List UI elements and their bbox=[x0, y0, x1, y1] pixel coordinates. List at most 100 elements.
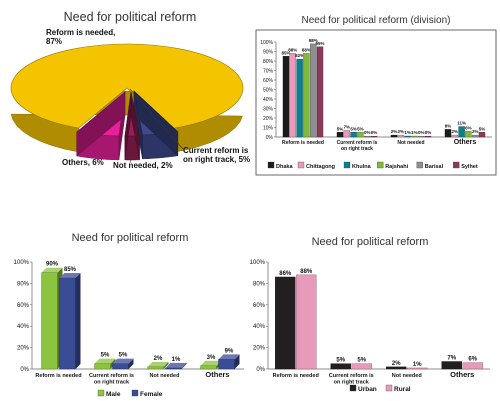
bar-value-label: 2% bbox=[472, 129, 479, 134]
bar-value-label: 85% bbox=[281, 50, 290, 55]
bar-value-label: 88% bbox=[302, 47, 311, 52]
y-tick-label: 100% bbox=[260, 40, 273, 46]
y-tick-label: 80% bbox=[17, 281, 30, 287]
bar-male-2 bbox=[147, 366, 164, 370]
bar-sylhet-3 bbox=[478, 132, 486, 138]
y-tick-label: 100% bbox=[14, 260, 30, 266]
bar-female-1 bbox=[112, 363, 129, 370]
y-tick-label: 0% bbox=[20, 367, 29, 373]
bar-female-3 bbox=[218, 359, 235, 370]
bar-dhaka-1 bbox=[336, 132, 344, 138]
bar-chittagong-2 bbox=[397, 134, 404, 138]
legend-label: Female bbox=[140, 391, 163, 398]
bar-dhaka-0 bbox=[282, 56, 290, 138]
pie-title: Need for political reform bbox=[64, 10, 197, 24]
category-label: Others bbox=[205, 370, 229, 379]
bar-female-0 bbox=[59, 277, 76, 370]
legend-label: Sylhet bbox=[461, 164, 478, 170]
bar-urban-3 bbox=[441, 361, 462, 370]
bar-rajshahi-1 bbox=[357, 132, 364, 138]
bar-value-label: 7% bbox=[344, 124, 351, 129]
pie-leader-line bbox=[129, 111, 141, 164]
category-label: Reform is needed bbox=[273, 373, 319, 379]
category-label: Current reform is on right track bbox=[337, 140, 378, 152]
bar-rajshahi-3 bbox=[465, 131, 472, 138]
bar-value-label: 95% bbox=[315, 41, 324, 46]
gender-bar-chart: Need for political reform 0% 20% 40% 60% 80% 1… bbox=[14, 232, 244, 398]
bar-male-3 bbox=[200, 365, 217, 370]
legend-swatch-khulna bbox=[343, 161, 351, 169]
division-bar-chart: Need for political reform (division) 0% 10… bbox=[255, 15, 497, 176]
bar-value-label: 2% bbox=[391, 129, 398, 134]
y-tick-label: 40% bbox=[17, 324, 30, 330]
legend-swatch-sylhet bbox=[453, 161, 460, 169]
chart-title: Need for political reform (division) bbox=[302, 15, 451, 26]
bar-value-label: 85% bbox=[64, 267, 77, 273]
bar-value-label: 90% bbox=[46, 262, 59, 268]
bar-value-label: 1% bbox=[413, 362, 422, 368]
bar-value-label: 9% bbox=[225, 348, 234, 354]
y-tick-label: 60% bbox=[17, 303, 30, 309]
legend-label: Male bbox=[106, 391, 121, 398]
pie-leader-line bbox=[129, 88, 184, 150]
bar-top bbox=[112, 358, 134, 364]
bar-value-label: 2% bbox=[398, 129, 405, 134]
bar-khulna-0 bbox=[296, 58, 303, 138]
legend-label: Urban bbox=[358, 386, 377, 393]
bar-sylhet-1 bbox=[370, 135, 378, 138]
bar-top bbox=[41, 267, 63, 273]
y-tick-label: 20% bbox=[253, 346, 266, 352]
y-tick-label: 50% bbox=[263, 88, 274, 94]
y-tick-label: 40% bbox=[263, 97, 274, 103]
bar-side bbox=[128, 358, 134, 369]
bar-value-label: 0% bbox=[371, 130, 378, 135]
y-tick-label: 80% bbox=[253, 281, 266, 287]
bar-urban-0 bbox=[275, 276, 296, 370]
bar-value-label: 5% bbox=[479, 126, 486, 131]
pie-label-2: Not needed, 2% bbox=[113, 161, 173, 170]
category-label: Others bbox=[450, 370, 474, 379]
bar-value-label: 82% bbox=[295, 53, 304, 58]
bar-urban-1 bbox=[330, 363, 351, 370]
category-label: Not needed bbox=[397, 140, 424, 146]
bar-male-0 bbox=[41, 272, 58, 370]
y-tick-label: 10% bbox=[263, 126, 274, 132]
bar-side bbox=[163, 361, 169, 369]
bar-value-label: 3% bbox=[207, 355, 216, 361]
y-tick-label: 20% bbox=[17, 346, 30, 352]
pie-slice-0 bbox=[10, 43, 244, 130]
bar-value-label: 2% bbox=[392, 361, 401, 367]
category-label: Reform is needed bbox=[282, 140, 324, 146]
pie-label-0: Reform is needed, 87% bbox=[46, 28, 115, 46]
legend-swatch-dhaka bbox=[267, 161, 275, 169]
legend-swatch-rural bbox=[385, 384, 393, 392]
legend-swatch-rajshahi bbox=[377, 161, 384, 169]
bar-rajshahi-2 bbox=[411, 135, 418, 138]
bar-male-1 bbox=[94, 363, 111, 370]
bar-side bbox=[75, 273, 81, 369]
y-tick-label: 80% bbox=[263, 59, 274, 65]
y-tick-label: 0% bbox=[266, 135, 274, 141]
pie-slice-wall bbox=[76, 91, 126, 157]
bar-value-label: 7% bbox=[447, 356, 456, 362]
legend-label: Rural bbox=[394, 386, 411, 393]
y-tick-label: 100% bbox=[250, 260, 266, 266]
bar-chittagong-0 bbox=[289, 53, 296, 138]
bar-value-label: 0% bbox=[364, 130, 371, 135]
legend-label: Khulna bbox=[352, 164, 372, 170]
bar-khulna-2 bbox=[404, 135, 411, 138]
bar-side bbox=[234, 354, 240, 369]
bar-sylhet-0 bbox=[316, 46, 324, 138]
bar-khulna-1 bbox=[350, 132, 357, 138]
bar-dhaka-2 bbox=[390, 134, 398, 138]
category-label: Current reform is on right track bbox=[89, 373, 134, 386]
bar-barisal-3 bbox=[472, 134, 479, 138]
bar-top bbox=[165, 362, 187, 368]
bar-top bbox=[218, 354, 240, 360]
legend-swatch-barisal bbox=[416, 161, 423, 169]
pie-label-3: Others, 6% bbox=[62, 158, 104, 167]
bar-sylhet-2 bbox=[424, 135, 432, 138]
chart-frame bbox=[255, 29, 497, 176]
bar-barisal-0 bbox=[310, 43, 317, 138]
